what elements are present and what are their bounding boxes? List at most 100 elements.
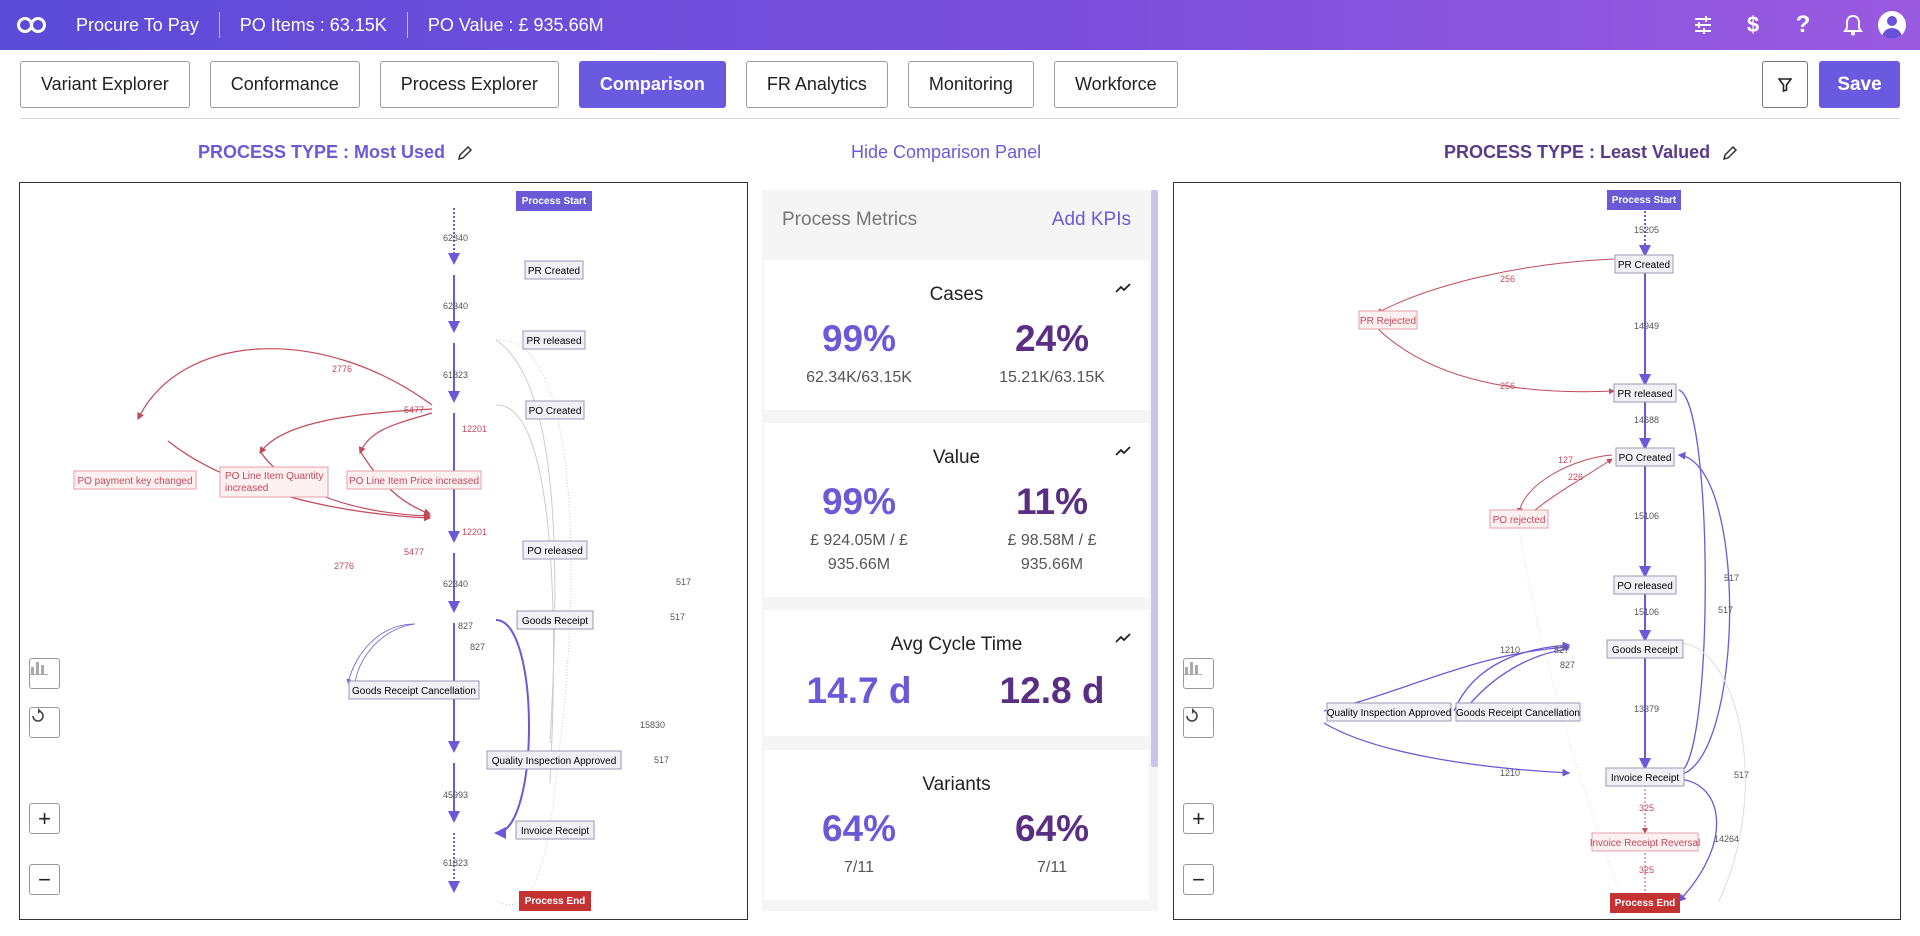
metric-card-variants: Variants 64% 7/11 64% 7/11 <box>764 750 1149 900</box>
left-process-type-label: PROCESS TYPE : Most Used <box>198 142 446 162</box>
node-process-end[interactable]: Process End <box>519 891 591 911</box>
node-po-rejected[interactable]: PO rejected <box>1489 509 1549 529</box>
svg-text:PR Created: PR Created <box>528 266 580 277</box>
svg-text:PO Created: PO Created <box>1619 453 1672 464</box>
node-pr-rejected[interactable]: PR Rejected <box>1358 310 1418 330</box>
node-quality-inspection-approved[interactable]: Quality Inspection Approved <box>486 750 622 770</box>
edge-label: 61823 <box>443 370 468 380</box>
node-invoice-receipt[interactable]: Invoice Receipt <box>1605 767 1685 787</box>
node-po-created[interactable]: PO Created <box>525 400 585 420</box>
metric-card-title: Cases <box>929 284 984 305</box>
reset-view-button[interactable] <box>29 707 60 738</box>
node-po-line-item-quantity-increased[interactable]: PO Line Item Quantity increased <box>219 466 329 498</box>
node-po-created[interactable]: PO Created <box>1615 447 1675 467</box>
dollar-icon[interactable]: $ <box>1746 12 1760 37</box>
app-logo-icon[interactable] <box>17 14 51 36</box>
node-po-payment-key-changed[interactable]: PO payment key changed <box>73 470 197 490</box>
zoom-in-button[interactable]: + <box>29 803 60 834</box>
filter-icon <box>1778 77 1792 92</box>
trend-icon[interactable] <box>1115 282 1131 294</box>
right-process-map[interactable]: 15205 14949 14688 15106 15106 13379 256 … <box>1174 183 1900 919</box>
node-process-end[interactable]: Process End <box>1610 893 1680 913</box>
node-goods-receipt-cancellation[interactable]: Goods Receipt Cancellation <box>1455 702 1581 722</box>
hide-comparison-panel-link[interactable]: Hide Comparison Panel <box>851 142 1042 162</box>
node-pr-created[interactable]: PR Created <box>524 260 584 280</box>
edge-label: 325 <box>1639 865 1654 875</box>
edit-pencil-icon[interactable] <box>457 145 473 161</box>
metric-card-title: Avg Cycle Time <box>890 634 1023 655</box>
add-kpis-link[interactable]: Add KPIs <box>1051 209 1131 230</box>
node-goods-receipt[interactable]: Goods Receipt <box>1606 639 1684 659</box>
tab-variant-explorer[interactable]: Variant Explorer <box>20 61 190 108</box>
chart-view-button[interactable] <box>29 658 60 689</box>
tab-comparison[interactable]: Comparison <box>578 61 726 108</box>
svg-text:PO payment key changed: PO payment key changed <box>77 476 192 487</box>
refresh-icon <box>32 708 44 722</box>
bell-icon[interactable] <box>1828 0 1878 50</box>
node-process-start[interactable]: Process Start <box>1607 190 1681 210</box>
zoom-out-button[interactable]: − <box>29 864 60 895</box>
node-quality-inspection-approved[interactable]: Quality Inspection Approved <box>1326 702 1452 722</box>
edge-label: 2776 <box>332 364 352 374</box>
edge-label: 14264 <box>1714 834 1739 844</box>
metric-card-title: Variants <box>922 774 991 795</box>
edge-label: 827 <box>470 642 485 652</box>
edge-label: 827 <box>458 621 473 631</box>
node-invoice-receipt[interactable]: Invoice Receipt <box>515 820 595 840</box>
minus-icon: − <box>1192 866 1205 892</box>
metrics-title: Process Metrics <box>782 209 918 230</box>
node-po-released[interactable]: PO released <box>1613 575 1677 595</box>
svg-text:Quality Inspection Approved: Quality Inspection Approved <box>492 756 617 767</box>
trend-icon[interactable] <box>1115 445 1131 457</box>
metrics-scrollbar[interactable] <box>1151 190 1158 767</box>
tab-process-explorer[interactable]: Process Explorer <box>379 61 559 108</box>
metric-left-value: 99% 62.34K/63.15K <box>806 318 912 386</box>
edit-pencil-icon[interactable] <box>1722 145 1738 161</box>
svg-text:Goods Receipt: Goods Receipt <box>522 616 588 627</box>
po-items-count: PO Items : 63.15K <box>239 15 387 35</box>
edge-label: 517 <box>1734 770 1749 780</box>
left-process-graph[interactable]: 62340 62340 61823 41886 62340 45993 4599… <box>19 182 748 920</box>
user-menu[interactable] <box>1878 0 1920 50</box>
filter-button[interactable] <box>1762 61 1808 108</box>
edge-label: 12201 <box>462 424 487 434</box>
trend-icon[interactable] <box>1115 632 1131 644</box>
metric-right-value: 64% 7/11 <box>1014 808 1090 876</box>
edge-label: 517 <box>676 577 691 587</box>
edge-label: 15106 <box>1634 607 1659 617</box>
svg-text:PR released: PR released <box>1617 389 1672 400</box>
node-po-line-item-price-increased[interactable]: PO Line Item Price increased <box>346 470 482 490</box>
metric-card-title: Value <box>932 447 981 468</box>
edge-label: 127 <box>1558 455 1573 465</box>
reset-view-button[interactable] <box>1183 707 1214 738</box>
metric-card-avg-cycle-time: Avg Cycle Time 14.7 d 12.8 d <box>764 610 1149 736</box>
zoom-in-button[interactable]: + <box>1183 803 1214 834</box>
node-goods-receipt[interactable]: Goods Receipt <box>516 610 594 630</box>
edge-label: 45993 <box>443 790 468 800</box>
sliders-icon[interactable] <box>1678 0 1728 50</box>
node-process-start[interactable]: Process Start <box>516 191 592 211</box>
save-button[interactable]: Save <box>1819 61 1900 108</box>
tab-workforce[interactable]: Workforce <box>1053 61 1178 108</box>
edge-label: 13379 <box>1634 704 1659 714</box>
plus-icon: + <box>38 805 51 831</box>
node-invoice-receipt-reversal[interactable]: Invoice Receipt Reversal <box>1590 832 1701 852</box>
bar-chart-icon <box>30 662 48 675</box>
node-pr-released[interactable]: PR released <box>1613 383 1677 403</box>
chart-view-button[interactable] <box>1183 658 1214 689</box>
zoom-out-button[interactable]: − <box>1183 864 1214 895</box>
node-po-released[interactable]: PO released <box>522 540 588 560</box>
right-process-graph[interactable]: 15205 14949 14688 15106 15106 13379 256 … <box>1173 182 1901 920</box>
tab-fr-analytics[interactable]: FR Analytics <box>745 61 888 108</box>
edge-label: 5477 <box>404 547 424 557</box>
node-goods-receipt-cancellation[interactable]: Goods Receipt Cancellation <box>348 680 480 700</box>
node-pr-created[interactable]: PR Created <box>1614 254 1674 274</box>
user-avatar-icon[interactable] <box>1878 11 1906 39</box>
svg-text:Process End: Process End <box>1615 898 1676 909</box>
edge-label: 15830 <box>640 720 665 730</box>
tab-conformance[interactable]: Conformance <box>209 61 360 108</box>
help-icon[interactable]: ? <box>1795 11 1811 38</box>
node-pr-released[interactable]: PR released <box>522 330 586 350</box>
left-process-map[interactable]: 62340 62340 61823 41886 62340 45993 4599… <box>20 183 747 919</box>
tab-monitoring[interactable]: Monitoring <box>907 61 1034 108</box>
